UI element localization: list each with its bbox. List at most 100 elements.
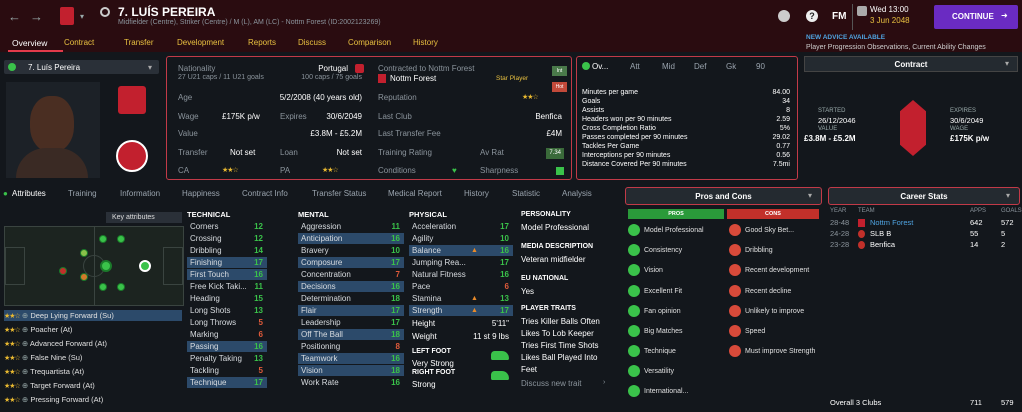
discuss-trait-link[interactable]: Discuss new trait: [521, 379, 582, 388]
expires-value: 30/6/2049: [950, 116, 984, 125]
subtab-attributes[interactable]: Attributes: [12, 189, 46, 198]
key-attributes-dropdown[interactable]: Key attributes: [106, 212, 182, 223]
weight-label: Weight: [412, 332, 437, 341]
club-badge-icon[interactable]: [60, 7, 74, 25]
tab-contract[interactable]: Contract: [64, 38, 95, 47]
attr-value: 16: [254, 270, 263, 279]
fee-label: Last Transfer Fee: [378, 129, 441, 138]
assistant-icon[interactable]: [778, 10, 790, 22]
left-foot-value: Very Strong: [412, 359, 454, 368]
subtab-information[interactable]: Information: [120, 189, 161, 198]
pa-label: PA: [280, 166, 291, 175]
subtab-statistic[interactable]: Statistic: [512, 189, 541, 198]
ca-stars: ★★☆: [222, 167, 239, 174]
age-value: 5/2/2008 (40 years old): [279, 93, 362, 102]
chevron-down-icon[interactable]: ▾: [808, 191, 813, 200]
subtab-analysis[interactable]: Analysis: [562, 189, 592, 198]
value-label: Value: [178, 129, 198, 138]
attr-value: 17: [391, 306, 400, 315]
chevron-down-icon[interactable]: ▾: [148, 63, 153, 72]
calendar-icon: [857, 6, 867, 16]
stats-tab-att[interactable]: Att: [630, 62, 640, 71]
role-item[interactable]: ★★☆ ⊕ Deep Lying Forward (Su): [4, 310, 182, 321]
fm-logo[interactable]: FM: [832, 11, 847, 22]
attr-value: 16: [391, 282, 400, 291]
chevron-right-icon[interactable]: ›: [603, 379, 606, 386]
trait-item: Tries Killer Balls Often: [521, 317, 600, 326]
trait-item: Likes Ball Played Into: [521, 353, 598, 362]
weight-value: 11 st 9 lbs: [473, 332, 509, 341]
tab-history[interactable]: History: [413, 38, 438, 47]
advice-text[interactable]: Player Progression Observations, Current…: [806, 44, 986, 51]
role-item[interactable]: ★★☆ ⊕ Advanced Forward (At): [4, 339, 108, 348]
loan-label: Loan: [280, 148, 298, 157]
player-card-name: 7. Luís Pereira: [28, 63, 81, 72]
chevron-down-icon[interactable]: ▾: [1005, 59, 1010, 68]
subtab-medical[interactable]: Medical Report: [388, 189, 442, 198]
table-row[interactable]: 24-28 SLB B 55 5: [830, 229, 1006, 238]
player-photo: [6, 82, 100, 178]
tab-development[interactable]: Development: [177, 38, 225, 47]
loan-value[interactable]: Not set: [336, 148, 362, 157]
ca-label: CA: [178, 166, 190, 175]
boot-icon: [491, 351, 509, 360]
forward-arrow-icon[interactable]: →: [30, 9, 43, 24]
stats-tab-overview[interactable]: Ov...: [592, 62, 609, 71]
tab-discuss[interactable]: Discuss: [298, 38, 327, 47]
continue-button[interactable]: [934, 5, 1018, 29]
attr-name: Tackling: [190, 366, 219, 375]
attr-value: 17: [500, 258, 509, 267]
con-item: Recent development: [729, 261, 809, 280]
help-icon[interactable]: ?: [806, 10, 818, 22]
flag-icon: [355, 64, 364, 73]
role-item[interactable]: ★★☆ ⊕ Poacher (At): [4, 325, 73, 334]
pro-item: Excellent Fit: [628, 282, 682, 301]
eu-value: Yes: [521, 287, 535, 296]
subtab-contract-info[interactable]: Contract Info: [242, 189, 288, 198]
role-item[interactable]: ★★☆ ⊕ False Nine (Su): [4, 353, 83, 362]
started-value: 26/12/2046: [818, 116, 856, 125]
attr-name: Marking: [190, 330, 219, 339]
search-icon[interactable]: [100, 7, 110, 17]
stats-tab-gk[interactable]: Gk: [726, 62, 737, 71]
trait-item: Tries First Time Shots: [521, 341, 599, 350]
subtab-training[interactable]: Training: [68, 189, 97, 198]
attr-value: 8: [395, 342, 400, 351]
stat-label: Assists: [582, 107, 605, 114]
subtab-transfer-status[interactable]: Transfer Status: [312, 189, 367, 198]
transfer-value[interactable]: Not set: [230, 148, 256, 157]
tab-comparison[interactable]: Comparison: [348, 38, 392, 47]
attr-value: 17: [500, 222, 509, 231]
chevron-down-icon[interactable]: ▾: [1006, 191, 1011, 200]
right-foot-label: RIGHT FOOT: [412, 369, 456, 376]
tab-overview[interactable]: Overview: [12, 38, 48, 48]
career-header-box[interactable]: [828, 187, 1020, 205]
stats-tab-def[interactable]: Def: [694, 62, 707, 71]
pro-item: Technique: [628, 342, 676, 361]
club-name[interactable]: Nottm Forest: [390, 74, 437, 83]
attr-name: Jumping Rea...: [412, 258, 466, 267]
role-item[interactable]: ★★☆ ⊕ Target Forward (At): [4, 381, 95, 390]
subtab-history[interactable]: History: [464, 189, 489, 198]
last-club-value[interactable]: Benfica: [535, 112, 562, 121]
stats-tab-90[interactable]: 90: [756, 62, 765, 71]
table-row[interactable]: 23-28 Benfica 14 2: [830, 240, 1006, 249]
subtab-happiness[interactable]: Happiness: [182, 189, 220, 198]
pro-item: Big Matches: [628, 322, 683, 341]
attr-name: Heading: [190, 294, 220, 303]
tab-reports[interactable]: Reports: [248, 38, 277, 47]
role-item[interactable]: ★★☆ ⊕ Trequartista (At): [4, 367, 85, 376]
stat-label: Passes completed per 90 minutes: [582, 134, 688, 141]
tab-transfer[interactable]: Transfer: [124, 38, 154, 47]
boot-icon: [491, 371, 509, 380]
contract-header[interactable]: Contract: [804, 56, 1018, 72]
back-arrow-icon[interactable]: ←: [8, 9, 21, 24]
stats-tab-mid[interactable]: Mid: [662, 62, 675, 71]
attr-value: 17: [254, 378, 263, 387]
mental-list: Aggression 11 Anticipation 16 Bravery 10 Co…: [298, 221, 404, 391]
player-selector[interactable]: [4, 60, 159, 74]
proscons-header-box[interactable]: [625, 187, 822, 205]
role-item[interactable]: ★★☆ ⊕ Pressing Forward (At): [4, 395, 104, 404]
table-row[interactable]: 28-48 Nottm Forest 642 572: [830, 218, 1014, 227]
chevron-down-icon[interactable]: ▾: [80, 12, 85, 21]
